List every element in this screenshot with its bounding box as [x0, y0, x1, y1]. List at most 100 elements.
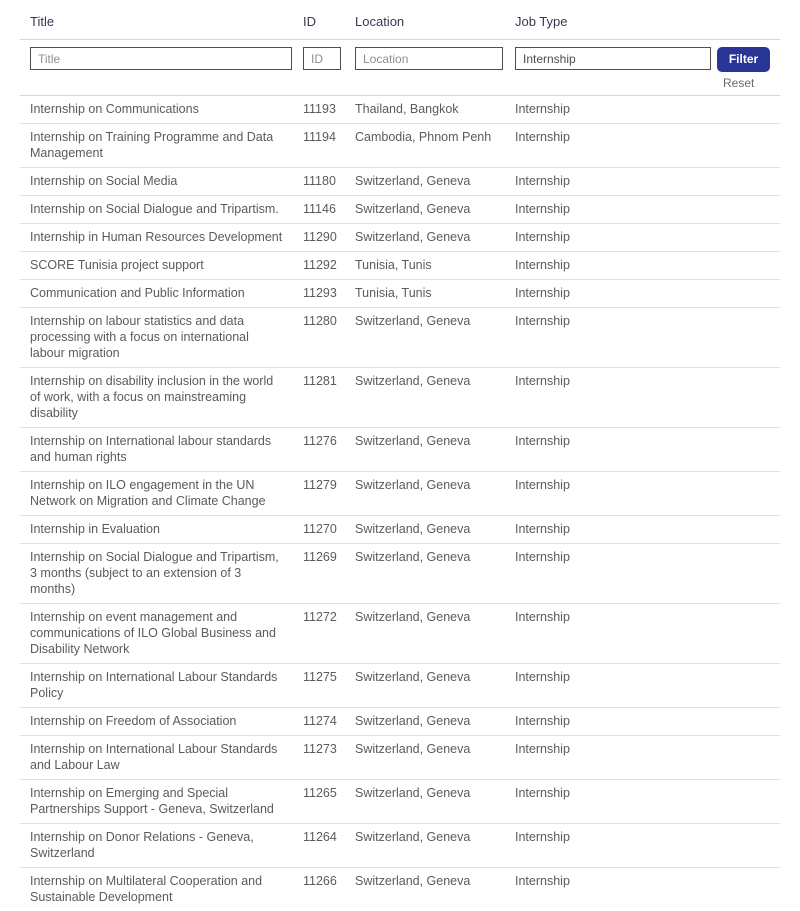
table-row[interactable]: Internship on Emerging and Special Partn…: [20, 780, 780, 824]
table-row[interactable]: Internship on labour statistics and data…: [20, 308, 780, 368]
filter-button[interactable]: Filter: [717, 47, 770, 72]
job-type: Internship: [515, 516, 717, 544]
job-type: Internship: [515, 252, 717, 280]
table-row[interactable]: Internship on Training Programme and Dat…: [20, 124, 780, 168]
col-header-id: ID: [303, 0, 355, 40]
id-filter-input[interactable]: [303, 47, 341, 70]
job-location: Switzerland, Geneva: [355, 224, 515, 252]
job-id: 11279: [303, 472, 355, 516]
job-type: Internship: [515, 708, 717, 736]
col-header-job-type: Job Type: [515, 0, 717, 40]
job-location: Switzerland, Geneva: [355, 708, 515, 736]
job-location: Switzerland, Geneva: [355, 368, 515, 428]
job-row-spacer: [717, 124, 780, 168]
job-type: Internship: [515, 604, 717, 664]
title-filter-input[interactable]: [30, 47, 292, 70]
job-row-spacer: [717, 604, 780, 664]
job-row-spacer: [717, 280, 780, 308]
job-row-spacer: [717, 516, 780, 544]
job-location: Switzerland, Geneva: [355, 664, 515, 708]
job-location: Switzerland, Geneva: [355, 604, 515, 664]
job-type: Internship: [515, 124, 717, 168]
table-row[interactable]: Internship in Evaluation 11270 Switzerla…: [20, 516, 780, 544]
job-title: Internship on labour statistics and data…: [20, 308, 303, 368]
table-row[interactable]: Internship on International labour stand…: [20, 428, 780, 472]
job-type: Internship: [515, 428, 717, 472]
job-id: 11193: [303, 96, 355, 124]
job-title: SCORE Tunisia project support: [20, 252, 303, 280]
job-row-spacer: [717, 736, 780, 780]
job-id: 11266: [303, 868, 355, 911]
job-location: Switzerland, Geneva: [355, 544, 515, 604]
job-type-filter-input[interactable]: [515, 47, 711, 70]
table-row[interactable]: Internship on Social Dialogue and Tripar…: [20, 196, 780, 224]
job-row-spacer: [717, 544, 780, 604]
job-title: Internship on Freedom of Association: [20, 708, 303, 736]
job-type: Internship: [515, 280, 717, 308]
job-type: Internship: [515, 472, 717, 516]
job-id: 11264: [303, 824, 355, 868]
table-row[interactable]: Internship on International Labour Stand…: [20, 664, 780, 708]
table-row[interactable]: Internship on Freedom of Association 112…: [20, 708, 780, 736]
table-row[interactable]: Internship on Social Dialogue and Tripar…: [20, 544, 780, 604]
job-location: Switzerland, Geneva: [355, 736, 515, 780]
col-header-location: Location: [355, 0, 515, 40]
job-location: Switzerland, Geneva: [355, 824, 515, 868]
job-id: 11270: [303, 516, 355, 544]
job-title: Internship on Social Media: [20, 168, 303, 196]
job-title: Internship on disability inclusion in th…: [20, 368, 303, 428]
table-row[interactable]: Internship on disability inclusion in th…: [20, 368, 780, 428]
job-location: Switzerland, Geneva: [355, 472, 515, 516]
job-location: Switzerland, Geneva: [355, 308, 515, 368]
table-row[interactable]: Internship on Social Media 11180 Switzer…: [20, 168, 780, 196]
job-row-spacer: [717, 472, 780, 516]
job-id: 11146: [303, 196, 355, 224]
job-row-spacer: [717, 780, 780, 824]
job-title: Internship on Training Programme and Dat…: [20, 124, 303, 168]
table-row[interactable]: Internship on Communications 11193 Thail…: [20, 96, 780, 124]
table-row[interactable]: SCORE Tunisia project support 11292 Tuni…: [20, 252, 780, 280]
job-title: Internship in Evaluation: [20, 516, 303, 544]
table-row[interactable]: Internship on International Labour Stand…: [20, 736, 780, 780]
job-location: Switzerland, Geneva: [355, 868, 515, 911]
job-id: 11180: [303, 168, 355, 196]
job-type: Internship: [515, 308, 717, 368]
job-type: Internship: [515, 780, 717, 824]
job-row-spacer: [717, 664, 780, 708]
job-title: Communication and Public Information: [20, 280, 303, 308]
job-type: Internship: [515, 196, 717, 224]
reset-link[interactable]: Reset: [723, 76, 754, 90]
job-id: 11290: [303, 224, 355, 252]
job-location: Thailand, Bangkok: [355, 96, 515, 124]
table-row[interactable]: Internship on Multilateral Cooperation a…: [20, 868, 780, 911]
job-title: Internship on Communications: [20, 96, 303, 124]
job-location: Switzerland, Geneva: [355, 780, 515, 824]
col-header-actions: [717, 0, 780, 40]
job-title: Internship on Social Dialogue and Tripar…: [20, 196, 303, 224]
job-id: 11280: [303, 308, 355, 368]
col-header-title: Title: [20, 0, 303, 40]
table-row[interactable]: Internship on ILO engagement in the UN N…: [20, 472, 780, 516]
job-row-spacer: [717, 308, 780, 368]
job-rows: Internship on Communications 11193 Thail…: [20, 96, 780, 911]
job-row-spacer: [717, 824, 780, 868]
table-row[interactable]: Internship on Donor Relations - Geneva, …: [20, 824, 780, 868]
job-id: 11265: [303, 780, 355, 824]
job-type: Internship: [515, 368, 717, 428]
job-location: Tunisia, Tunis: [355, 280, 515, 308]
job-location: Switzerland, Geneva: [355, 516, 515, 544]
job-location: Cambodia, Phnom Penh: [355, 124, 515, 168]
job-location: Switzerland, Geneva: [355, 428, 515, 472]
location-filter-input[interactable]: [355, 47, 503, 70]
job-id: 11293: [303, 280, 355, 308]
table-row[interactable]: Internship on event management and commu…: [20, 604, 780, 664]
job-title: Internship on Multilateral Cooperation a…: [20, 868, 303, 911]
job-title: Internship on Emerging and Special Partn…: [20, 780, 303, 824]
table-row[interactable]: Internship in Human Resources Developmen…: [20, 224, 780, 252]
job-location: Switzerland, Geneva: [355, 196, 515, 224]
job-title: Internship in Human Resources Developmen…: [20, 224, 303, 252]
job-id: 11281: [303, 368, 355, 428]
table-row[interactable]: Communication and Public Information 112…: [20, 280, 780, 308]
job-row-spacer: [717, 708, 780, 736]
job-title: Internship on ILO engagement in the UN N…: [20, 472, 303, 516]
